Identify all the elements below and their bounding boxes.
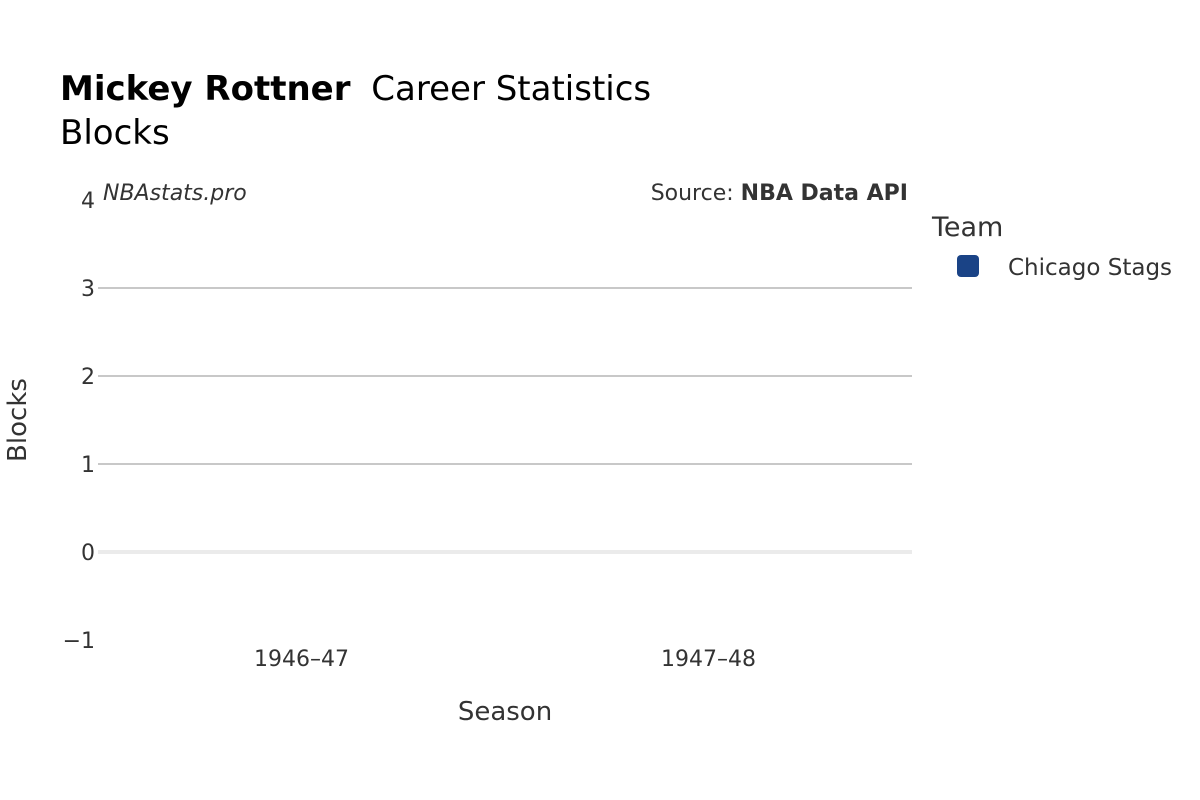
y-tick-label: 3 [81,277,95,302]
watermark: NBAstats.pro [103,181,247,206]
grid [98,287,912,554]
y-tick-label: 1 [81,453,95,478]
y-tick-label: 2 [81,365,95,390]
chart-title: Mickey Rottner Career Statistics [60,69,651,109]
source-prefix: Source: [651,181,741,206]
legend-item-label: Chicago Stags [1008,255,1172,281]
chart-subtitle: Blocks [60,113,170,153]
source-note: Source: NBA Data API [651,181,908,206]
x-tick-labels: 1946–47 1947–48 [254,647,756,672]
y-tick-labels: 4 3 2 1 0 −1 [63,189,95,654]
chart-title-rest: Career Statistics [371,69,651,109]
y-tick-label: 4 [81,189,95,214]
y-tick-label: 0 [81,541,95,566]
legend-title: Team [931,212,1003,243]
y-axis-label: Blocks [3,378,33,462]
legend-swatch [957,255,979,277]
x-tick-label: 1947–48 [661,647,756,672]
legend: Team Chicago Stags [931,212,1172,281]
chart-title-player: Mickey Rottner [60,69,351,109]
source-name: NBA Data API [741,181,908,206]
y-tick-label: −1 [63,629,95,654]
x-tick-label: 1946–47 [254,647,349,672]
x-axis-label: Season [458,697,552,727]
